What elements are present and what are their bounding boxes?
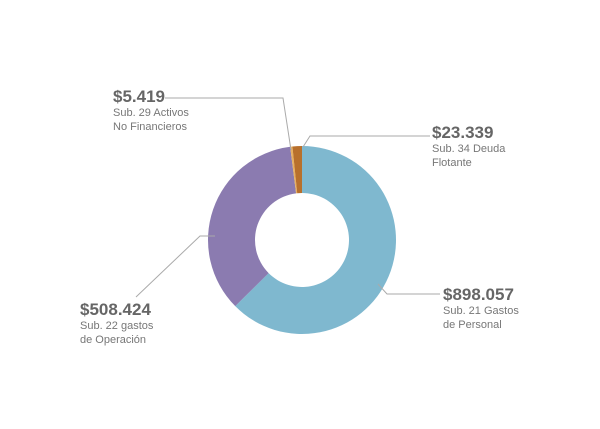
slice-label-gastos-personal: $898.057 Sub. 21 Gastos de Personal: [443, 285, 519, 332]
leader-line-898057: [377, 283, 440, 295]
slice-value: $508.424: [80, 300, 151, 319]
slice-name-line: de Operación: [80, 334, 147, 346]
donut-slice-2: [290, 146, 298, 194]
donut-slice-3: [292, 146, 302, 194]
leader-line-5419: [165, 97, 292, 151]
donut-slice-0: [235, 146, 397, 334]
slice-value: $898.057: [443, 285, 514, 304]
slice-name-line: de Personal: [443, 319, 502, 331]
slice-name-line: No Financieros: [113, 121, 187, 133]
donut-slice-1: [208, 146, 297, 307]
slice-name-line: Flotante: [432, 157, 472, 169]
slice-name-line: Sub. 29 Activos: [113, 107, 189, 119]
leader-line-23339: [302, 135, 430, 148]
leader-line-508424: [135, 235, 215, 298]
slice-name-line: Sub. 34 Deuda: [432, 143, 506, 155]
slice-name-line: Sub. 22 gastos: [80, 320, 154, 332]
slice-label-deuda-flotante: $23.339 Sub. 34 Deuda Flotante: [432, 123, 505, 170]
slice-value: $23.339: [432, 123, 494, 142]
slice-name-line: Sub. 21 Gastos: [443, 305, 519, 317]
slice-value: $5.419: [113, 87, 165, 106]
slice-label-activos-no-financieros: $5.419 Sub. 29 Activos No Financieros: [113, 87, 189, 134]
slice-label-gastos-operacion: $508.424 Sub. 22 gastos de Operación: [80, 300, 153, 347]
